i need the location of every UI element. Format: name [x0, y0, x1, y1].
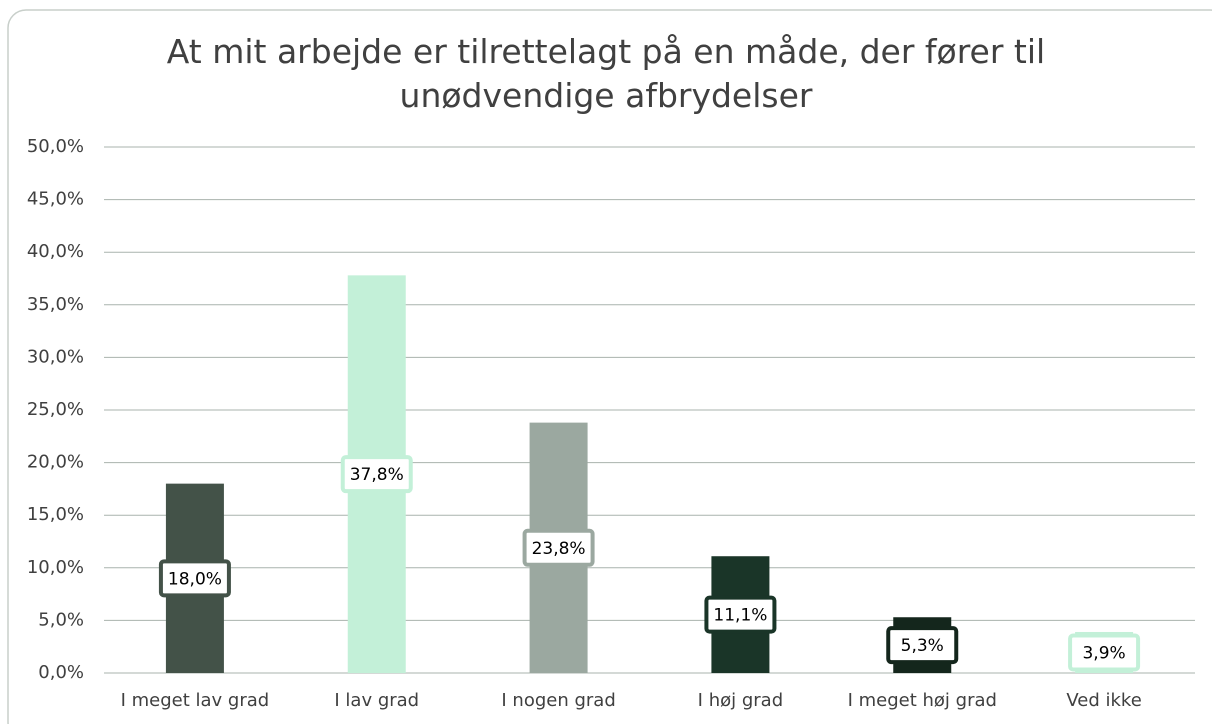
x-tick-label: Ved ikke [1066, 690, 1141, 711]
y-tick-label: 10,0% [27, 557, 84, 578]
value-label-box [886, 626, 959, 665]
value-label: 11,1% [713, 606, 767, 626]
x-tick-label: I høj grad [698, 690, 783, 711]
x-tick-label: I nogen grad [501, 690, 615, 711]
y-tick-label: 35,0% [27, 294, 84, 315]
value-label: 3,9% [1082, 643, 1125, 663]
value-label-box [1068, 633, 1141, 672]
value-label: 37,8% [350, 465, 404, 485]
y-tick-label: 45,0% [27, 189, 84, 210]
y-tick-label: 40,0% [27, 241, 84, 262]
y-tick-label: 0,0% [38, 662, 84, 683]
x-tick-label: I lav grad [334, 690, 419, 711]
y-tick-label: 25,0% [27, 399, 84, 420]
value-label: 18,0% [168, 569, 222, 589]
y-tick-label: 20,0% [27, 452, 84, 473]
x-tick-label: I meget høj grad [848, 690, 997, 711]
y-tick-label: 5,0% [38, 609, 84, 630]
value-label-box [158, 559, 231, 598]
x-tick-label: I meget lav grad [121, 690, 270, 711]
y-tick-label: 15,0% [27, 504, 84, 525]
value-label: 5,3% [901, 636, 944, 656]
chart-title: At mit arbejde er tilrettelagt på en måd… [166, 32, 1046, 115]
value-label-box [704, 595, 777, 634]
value-label-box [340, 455, 413, 494]
value-label: 23,8% [532, 539, 586, 559]
chart-border [7, 9, 1212, 724]
y-tick-label: 50,0% [27, 136, 84, 157]
y-tick-label: 30,0% [27, 346, 84, 367]
value-label-box [522, 528, 595, 567]
